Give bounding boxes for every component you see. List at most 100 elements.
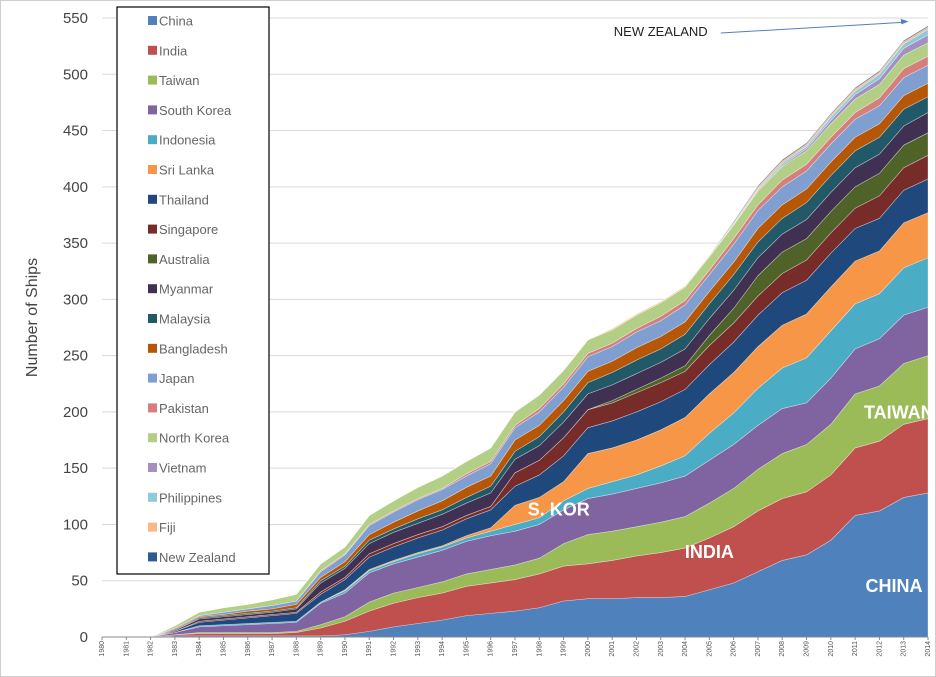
x-tick-label: 2008 [779, 641, 786, 657]
y-tick-label: 350 [63, 235, 88, 252]
x-tick-label: 1984 [196, 641, 203, 657]
legend-label: Myanmar [159, 282, 214, 297]
x-tick-label: 1988 [293, 641, 300, 657]
x-tick-label: 2003 [658, 641, 665, 657]
legend-label: Fiji [159, 520, 176, 535]
x-tick-label: 2011 [852, 641, 859, 656]
legend-label: Japan [159, 371, 194, 386]
legend-swatch [148, 16, 157, 25]
legend-swatch [148, 373, 157, 383]
y-axis-label: Number of Ships [24, 258, 41, 377]
legend-swatch [148, 284, 157, 294]
y-tick-label: 450 [63, 123, 88, 140]
legend-swatch [148, 105, 157, 115]
legend-label: Singapore [159, 222, 218, 237]
x-tick-label: 1990 [342, 641, 349, 657]
legend-label: Thailand [159, 192, 209, 207]
legend-label: Taiwan [159, 73, 199, 88]
y-tick-label: 550 [63, 10, 88, 27]
x-tick-label: 1998 [536, 641, 543, 657]
annotation-arrow [720, 21, 903, 34]
area-series [102, 25, 929, 638]
y-tick-label: 400 [63, 179, 88, 196]
legend-label: Sri Lanka [159, 163, 215, 178]
legend-label: Australia [159, 252, 210, 267]
area-new-zealand [102, 25, 929, 638]
x-axis-ticks: 1980 1981 1982 1983 1984 1985 1986 1987 1988 1989… [99, 637, 932, 657]
x-tick-label: 2006 [731, 641, 738, 657]
x-tick-label: 2014 [925, 641, 932, 657]
x-tick-label: 1993 [415, 641, 422, 657]
x-tick-label: 1985 [220, 641, 227, 657]
annotation-label: TAIWAN [864, 403, 934, 423]
legend-swatch [148, 165, 157, 174]
legend-label: Indonesia [159, 133, 216, 148]
legend-swatch [148, 254, 157, 264]
legend-swatch [148, 522, 157, 532]
legend-swatch [148, 135, 157, 145]
legend-swatch [148, 492, 157, 502]
legend: China India Taiwan South Korea Indonesia Sri … [116, 6, 270, 575]
legend-label: Vietnam [159, 461, 206, 476]
x-tick-label: 1982 [148, 641, 155, 657]
annotation-label: NEW ZEALAND [614, 24, 708, 39]
x-tick-label: 2000 [585, 641, 592, 657]
legend-swatch [148, 224, 157, 234]
annotation-label: CHINA [865, 576, 922, 596]
x-tick-label: 1980 [99, 641, 106, 657]
legend-label: Philippines [159, 490, 222, 505]
legend-swatch [148, 403, 157, 413]
x-tick-label: 1989 [318, 641, 325, 657]
y-tick-label: 250 [63, 348, 88, 365]
legend-label: Malaysia [159, 312, 211, 327]
x-tick-label: 1997 [512, 641, 519, 657]
x-tick-label: 1992 [391, 641, 398, 657]
annotation-label: S. KOR [528, 499, 590, 519]
annotation-label: INDIA [685, 542, 734, 562]
x-tick-label: 1991 [366, 641, 373, 657]
x-tick-label: 2007 [755, 641, 762, 657]
x-tick-label: 1994 [439, 641, 446, 657]
y-tick-label: 200 [63, 404, 88, 421]
y-axis-ticks: 0 50 100 150 200 250 300 350 400 450 500 550 [63, 10, 88, 646]
x-tick-label: 1987 [269, 641, 276, 657]
x-tick-label: 2002 [633, 641, 640, 657]
y-tick-label: 100 [63, 516, 88, 533]
y-tick-label: 0 [80, 629, 88, 646]
x-tick-label: 1996 [488, 641, 495, 657]
legend-swatch [148, 314, 157, 323]
legend-swatch [148, 194, 157, 204]
x-tick-label: 2012 [876, 641, 883, 657]
legend-box [116, 6, 270, 575]
y-tick-label: 500 [63, 66, 88, 83]
legend-swatch [148, 552, 157, 562]
legend-swatch [148, 45, 157, 55]
x-tick-label: 2010 [828, 641, 835, 657]
legend-label: Bangladesh [159, 341, 228, 356]
legend-label: China [159, 14, 194, 29]
y-tick-label: 150 [63, 460, 88, 477]
x-tick-label: 1999 [561, 641, 568, 657]
legend-swatch [148, 433, 157, 443]
x-tick-label: 1986 [245, 641, 252, 657]
legend-swatch [148, 343, 157, 353]
legend-label: New Zealand [159, 550, 236, 565]
annotations: CHINA INDIA S. KOR TAIWAN NEW ZEALAND [528, 18, 934, 596]
x-tick-label: 2004 [682, 641, 689, 657]
y-tick-label: 50 [71, 573, 88, 590]
legend-label: Pakistan [159, 401, 209, 416]
x-tick-label: 1981 [123, 641, 130, 657]
legend-label: South Korea [159, 103, 232, 118]
x-tick-label: 2013 [901, 641, 908, 657]
x-tick-label: 2001 [609, 641, 616, 657]
x-tick-label: 2009 [804, 641, 811, 657]
x-tick-label: 2005 [706, 641, 713, 657]
legend-label: India [159, 43, 188, 58]
x-tick-label: 1995 [463, 641, 470, 657]
legend-swatch [148, 75, 157, 85]
legend-swatch [148, 463, 157, 472]
legend-label: North Korea [159, 431, 230, 446]
annotation-arrowhead [900, 18, 909, 25]
x-tick-label: 1983 [172, 641, 179, 657]
